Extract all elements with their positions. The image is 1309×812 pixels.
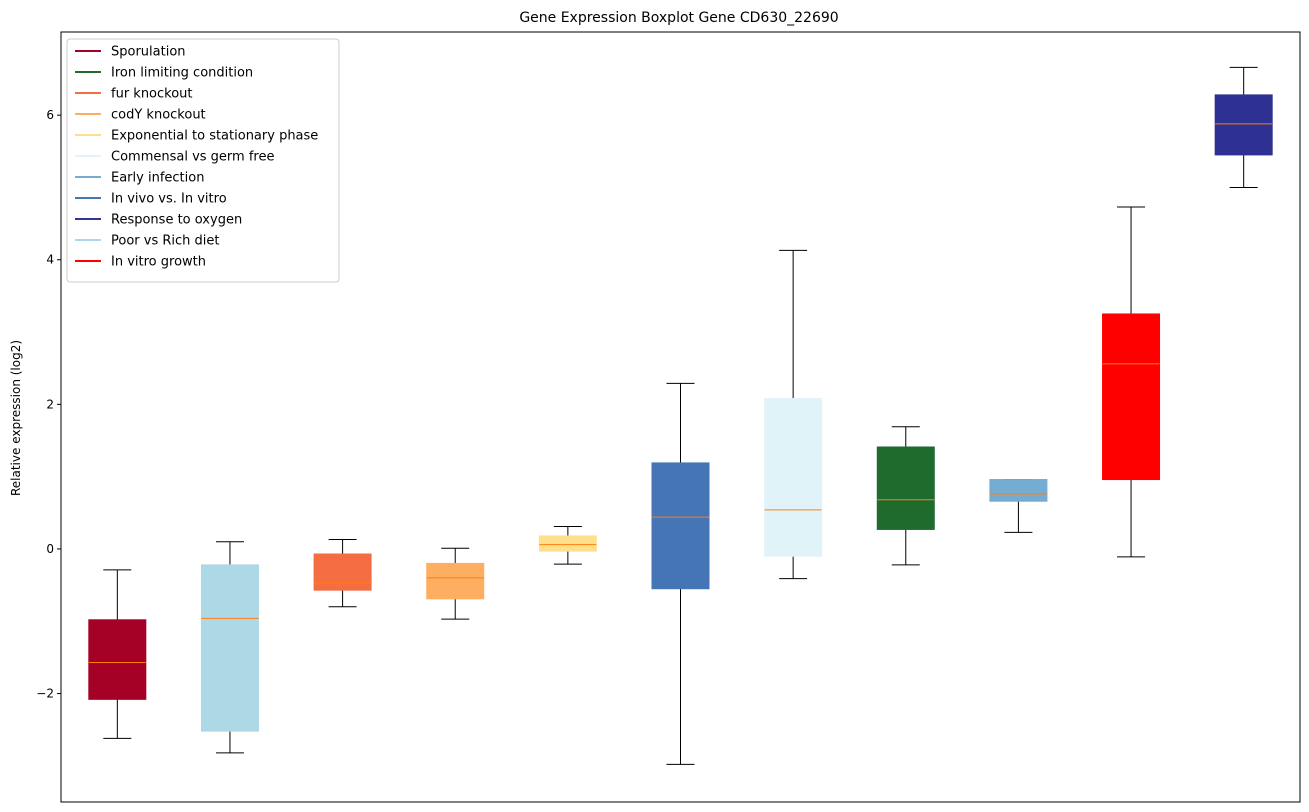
legend-item: Early infection — [75, 171, 204, 186]
box-commensal-vs-germ-free — [764, 249, 823, 580]
legend-label: In vivo vs. In vitro — [111, 192, 227, 207]
legend: Sporulation Iron limiting condition fur kn… — [66, 38, 340, 283]
legend-item: Response to oxygen — [75, 213, 242, 228]
y-tick-label: 4 — [46, 253, 54, 267]
iqr-box — [989, 479, 1048, 502]
legend-frame — [66, 38, 340, 283]
iqr-box — [876, 446, 935, 530]
legend-item: Exponential to stationary phase — [75, 129, 318, 144]
iqr-box — [426, 562, 485, 600]
y-axis-label: Relative expression (log2) — [9, 340, 23, 496]
plot-area: −2 0 2 4 6 — [36, 31, 1301, 803]
iqr-box — [651, 462, 710, 590]
legend-label: In vitro growth — [111, 255, 206, 270]
box-poor-vs-rich-diet — [200, 541, 259, 754]
y-tick-label: 2 — [46, 397, 54, 411]
iqr-box — [764, 398, 823, 557]
iqr-box — [200, 564, 259, 732]
legend-item: Sporulation — [75, 45, 186, 60]
legend-label: Sporulation — [111, 45, 186, 60]
legend-item: Commensal vs germ free — [75, 150, 274, 165]
legend-item: Iron limiting condition — [75, 66, 253, 81]
legend-label: Commensal vs germ free — [111, 150, 274, 165]
legend-label: Early infection — [111, 171, 204, 186]
legend-label: codY knockout — [111, 108, 206, 123]
y-tick-label: −2 — [36, 687, 54, 701]
legend-label: Response to oxygen — [111, 213, 242, 228]
legend-label: Exponential to stationary phase — [111, 129, 318, 144]
iqr-box — [313, 553, 372, 591]
iqr-box — [88, 619, 147, 700]
iqr-box — [538, 535, 597, 552]
y-tick-label: 0 — [46, 542, 54, 556]
box-response-to-oxygen — [1214, 66, 1273, 188]
box-exponential-to-stationary-phase — [538, 526, 597, 565]
box-in-vitro-growth — [1102, 206, 1161, 558]
chart-title: Gene Expression Boxplot Gene CD630_22690 — [519, 10, 838, 26]
legend-label: Iron limiting condition — [111, 66, 253, 81]
legend-label: Poor vs Rich diet — [111, 234, 219, 249]
box-sporulation — [88, 569, 147, 739]
legend-item: In vivo vs. In vitro — [75, 192, 227, 207]
box-fur-knockout — [313, 539, 372, 608]
legend-item: In vitro growth — [75, 255, 206, 270]
iqr-box — [1214, 94, 1273, 156]
axes-frame — [60, 31, 1301, 803]
legend-item: fur knockout — [75, 87, 193, 102]
box-iron-limiting-condition — [876, 426, 935, 566]
box-cody-knockout — [426, 547, 485, 620]
box-early-infection — [989, 479, 1048, 533]
legend-item: Poor vs Rich diet — [75, 234, 219, 249]
iqr-box — [1102, 313, 1161, 481]
box-in-vivo-vs-in-vitro — [651, 382, 710, 765]
y-tick-label: 6 — [46, 108, 54, 122]
legend-label: fur knockout — [111, 87, 193, 102]
legend-item: codY knockout — [75, 108, 206, 123]
